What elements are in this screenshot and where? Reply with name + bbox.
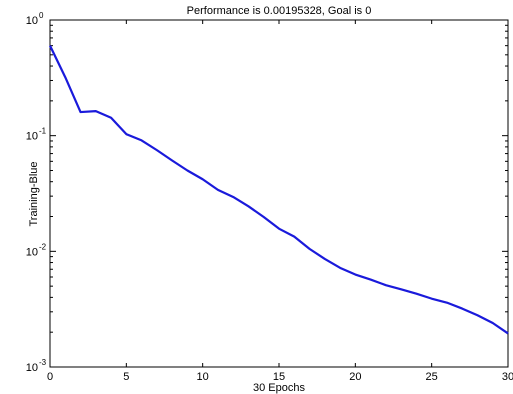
y-tick-exponent: -2	[39, 242, 47, 251]
training-series-line	[49, 45, 509, 335]
y-tick-exponent: -3	[39, 358, 47, 367]
x-tick-label: 25	[426, 371, 438, 383]
y-tick-label: 10	[26, 131, 38, 143]
x-tick-label: 20	[349, 371, 361, 383]
x-axis-label: 30 Epochs	[253, 382, 305, 394]
x-tick-label: 0	[47, 371, 53, 383]
x-tick-label: 5	[123, 371, 129, 383]
x-tick-label: 10	[197, 371, 209, 383]
plot-area	[49, 19, 509, 368]
x-tick-label: 30	[502, 371, 513, 383]
y-tick-exponent: 0	[39, 11, 44, 20]
chart-title: Performance is 0.00195328, Goal is 0	[187, 5, 372, 17]
y-tick-label: 10	[26, 362, 38, 374]
y-tick-label: 10	[26, 246, 38, 258]
axis-ticks	[49, 19, 509, 368]
x-tick-label: 15	[273, 371, 285, 383]
y-axis-label: Training-Blue	[28, 161, 40, 226]
y-tick-exponent: -1	[39, 127, 47, 136]
y-tick-label: 10	[26, 15, 38, 27]
